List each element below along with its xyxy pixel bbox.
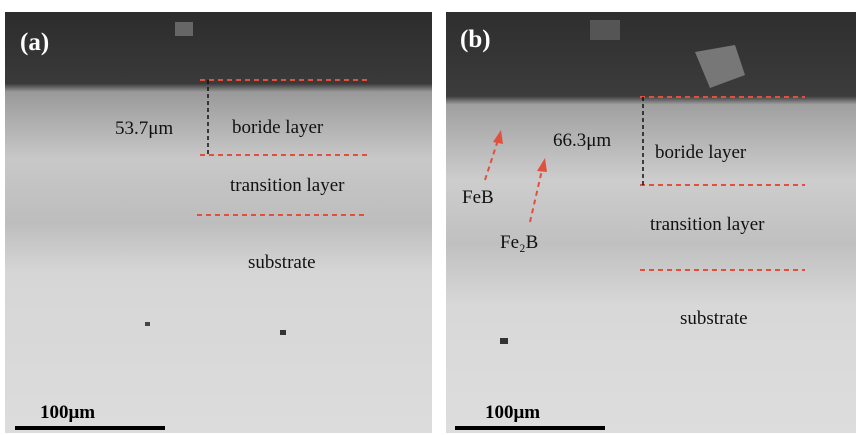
layer-label: transition layer	[230, 175, 345, 196]
particle	[175, 22, 193, 36]
layer-label: substrate	[248, 252, 316, 273]
phase-label: FeB	[462, 187, 494, 208]
scale-bar	[15, 426, 165, 430]
layer-label: transition layer	[650, 214, 765, 235]
particle	[590, 20, 620, 40]
figure: (a) 53.7μm boride layer transition layer…	[0, 0, 858, 435]
panel-b: (b) 66.3μm boride layer transition layer…	[446, 12, 856, 433]
pore	[500, 338, 508, 344]
panel-a: (a) 53.7μm boride layer transition layer…	[5, 12, 432, 433]
thickness: 53.7μm	[115, 118, 173, 139]
pore	[280, 330, 286, 335]
panel-label: (a)	[20, 29, 49, 56]
pore	[145, 322, 150, 326]
micrograph	[5, 12, 432, 433]
scale-bar-label: 100μm	[485, 402, 540, 423]
layer-label: boride layer	[232, 117, 324, 138]
layer-label: boride layer	[655, 142, 747, 163]
phase-label: Fe₂B	[500, 232, 538, 253]
thickness: 66.3μm	[553, 130, 611, 151]
scale-bar-label: 100μm	[40, 402, 95, 423]
panel-label: (b)	[460, 26, 491, 53]
scale-bar	[455, 426, 605, 430]
layer-label: substrate	[680, 308, 748, 329]
page: (a) 53.7μm boride layer transition layer…	[0, 0, 858, 435]
